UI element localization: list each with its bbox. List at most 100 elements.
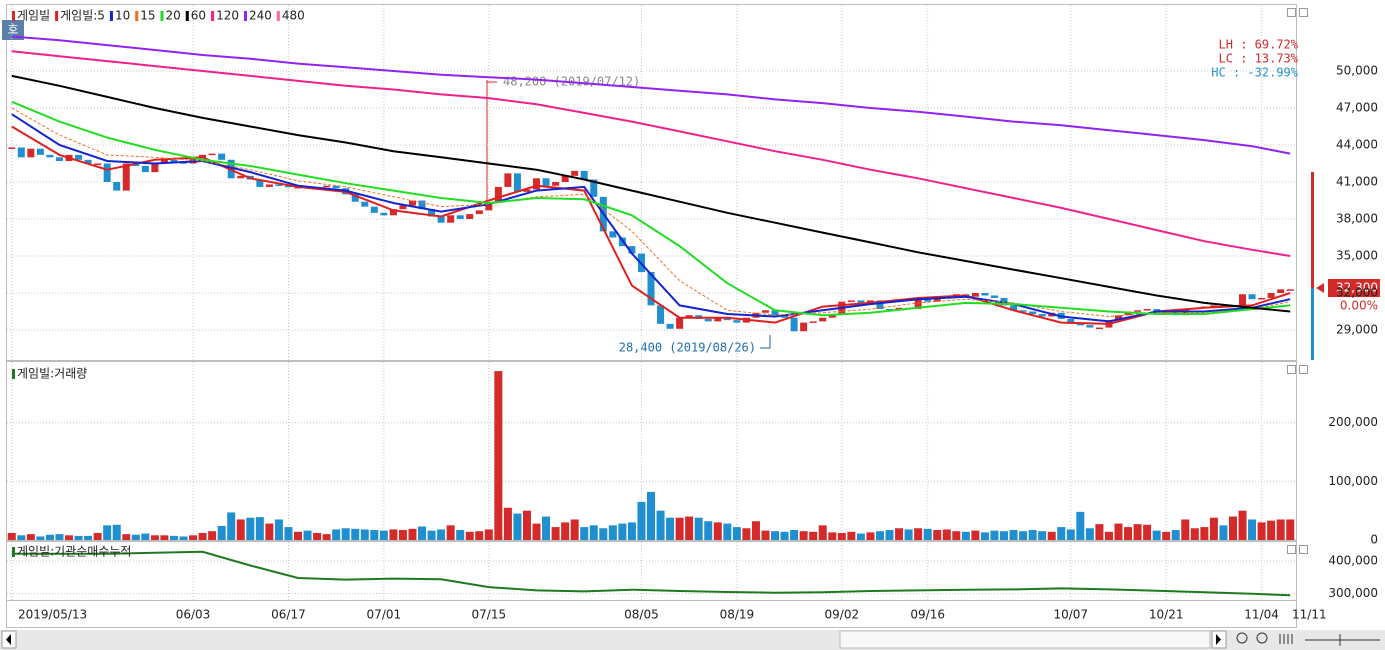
panel-button[interactable] [1287, 365, 1296, 374]
candle [933, 297, 941, 302]
candle [723, 317, 731, 321]
candle [122, 163, 130, 191]
volume-bar [627, 522, 636, 540]
candle [733, 320, 741, 323]
candle [437, 216, 445, 223]
volume-bar [1028, 530, 1037, 540]
volume-bar [169, 535, 178, 540]
volume-bar [990, 530, 999, 540]
volume-bar [589, 525, 598, 540]
volume-bar [303, 530, 312, 540]
volume-bar [837, 532, 846, 540]
volume-bar [713, 522, 722, 540]
bars-icon[interactable] [1279, 634, 1293, 644]
volume-bar [570, 519, 579, 540]
panel-button[interactable] [1287, 545, 1296, 554]
candle [513, 173, 521, 192]
volume-bar [1152, 530, 1161, 540]
scroll-thumb[interactable] [839, 630, 1211, 649]
stat-hc: HC : -32.99% [1211, 66, 1298, 80]
volume-bar [771, 531, 780, 540]
candle [418, 200, 426, 210]
arrow-left [6, 634, 11, 645]
change-tag: 0.00% [1340, 299, 1378, 313]
volume-bar [542, 516, 551, 540]
candle [523, 189, 531, 192]
stat-lc: LC : 13.73% [1219, 52, 1299, 66]
volume-bar [732, 527, 741, 540]
volume-bar [246, 517, 255, 540]
candle [332, 185, 340, 189]
candle [75, 154, 83, 160]
legend-label: 10 [115, 9, 130, 23]
candle [160, 159, 168, 164]
y-tick-label: 100,000 [1328, 474, 1378, 488]
candle [447, 215, 455, 223]
x-tick-label: 2019/05/13 [18, 608, 87, 622]
volume-bar [1009, 530, 1018, 540]
candle [990, 295, 998, 298]
volume-bar [112, 524, 121, 540]
panel-buttons[interactable] [1287, 8, 1308, 554]
volume-bar [809, 531, 818, 540]
candle [55, 157, 63, 162]
panel-button[interactable] [1299, 545, 1308, 554]
volume-bar [208, 531, 217, 540]
line-series [11, 550, 1291, 597]
volume-bar [608, 525, 617, 540]
volume-bar [1124, 527, 1133, 540]
zoom-slider[interactable] [1305, 634, 1380, 646]
volume-bar [313, 532, 322, 540]
volume-bar [723, 523, 732, 540]
x-tick-label: 09/02 [825, 608, 860, 622]
candle [17, 147, 25, 158]
candle [857, 300, 865, 303]
zoom-in[interactable] [1256, 632, 1268, 644]
candle [1095, 327, 1103, 330]
x-tick-label: 10/21 [1149, 608, 1184, 622]
legend-swatch [243, 11, 247, 21]
volume-bar [1019, 531, 1028, 540]
volume-bar [685, 516, 694, 540]
candle [771, 310, 779, 316]
candle [351, 194, 359, 202]
volume-bar [7, 532, 16, 540]
volume-bar [370, 530, 379, 540]
candle [323, 185, 331, 188]
x-tick-label: 07/01 [367, 608, 402, 622]
candle [781, 315, 789, 318]
candle [1019, 310, 1027, 312]
stat-lh: LH : 69.72% [1219, 38, 1299, 52]
price-panel [6, 4, 1297, 361]
scrollbar[interactable] [0, 630, 1385, 650]
panel-button[interactable] [1287, 8, 1296, 17]
panel-button[interactable] [1299, 8, 1308, 17]
candle [628, 246, 636, 254]
candle [8, 147, 16, 149]
candle [714, 317, 722, 322]
volume-bar [551, 527, 560, 540]
volume-bar [1066, 529, 1075, 540]
volume-bar [198, 532, 207, 540]
volume-bar [150, 535, 159, 540]
legend-label: 480 [282, 9, 305, 23]
volume-bar [513, 513, 522, 540]
volume-bar [1000, 531, 1009, 540]
volume-bar [217, 525, 226, 540]
candle [657, 305, 665, 324]
range-bar-down [1311, 288, 1314, 360]
volume-bar [1038, 531, 1047, 540]
y-tick-label: 300,000 [1328, 586, 1378, 600]
line-series [11, 50, 1291, 257]
candle [284, 185, 292, 188]
candle [800, 322, 808, 332]
volume-bar [914, 528, 923, 540]
volume-bar [694, 517, 703, 540]
price-tag: 32,300 [1336, 281, 1378, 295]
candle [971, 293, 979, 297]
candle [809, 321, 817, 323]
volume-bar [379, 530, 388, 540]
panel-button[interactable] [1299, 365, 1308, 374]
volume-bar [666, 517, 675, 540]
zoom-out[interactable] [1236, 632, 1248, 644]
